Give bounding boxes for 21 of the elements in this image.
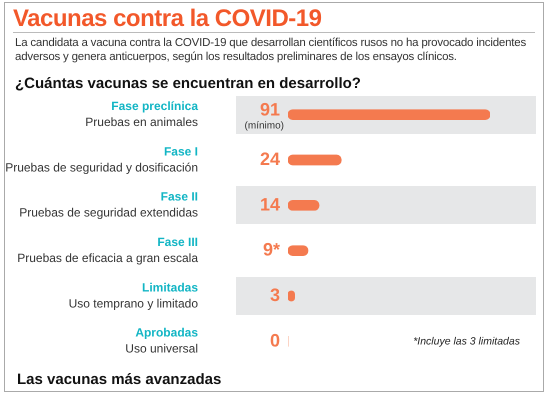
annotation: ¿Cuántas vacunas se encuentran en desarrollo? (15, 75, 361, 92)
chart-subtitle: La candidata a vacuna contra la COVID-19 que desarrollan científicos rusos no ha provocado incidentes adversos y genera anticuerpos, según los resultados preliminares de los ensayos clínicos. (15, 36, 528, 64)
y-tick-label: Fase I Pruebas de seguridad y dosificación (5, 144, 198, 174)
bar (288, 200, 320, 211)
text: (mínimo) (244, 120, 284, 132)
data-label: 3 (270, 284, 280, 305)
data-label: 0 (270, 330, 280, 350)
bar (288, 154, 342, 166)
y-tick-label: Fase preclínica Pruebas en animales (85, 98, 198, 129)
y-tick-label: Limitadas Uso temprano y limitado (68, 280, 198, 310)
chart-title: Vacunas contra la COVID-19 (13, 5, 322, 33)
annotation: *Incluye las 3 limitadas (413, 335, 521, 348)
y-tick-label: Fase II Pruebas de seguridad extendidas (19, 190, 198, 220)
data-label: 91 (260, 100, 280, 120)
text: Las vacunas más avanzadas (17, 371, 222, 388)
data-label: 14 (260, 194, 280, 214)
data-label: 24 (260, 148, 280, 169)
y-tick-label: Aprobadas Uso universal (125, 326, 198, 356)
y-tick-label: Fase III Pruebas de eficacia a gran escala (17, 234, 198, 265)
data-label: 9* (262, 240, 280, 260)
bar (288, 109, 490, 120)
